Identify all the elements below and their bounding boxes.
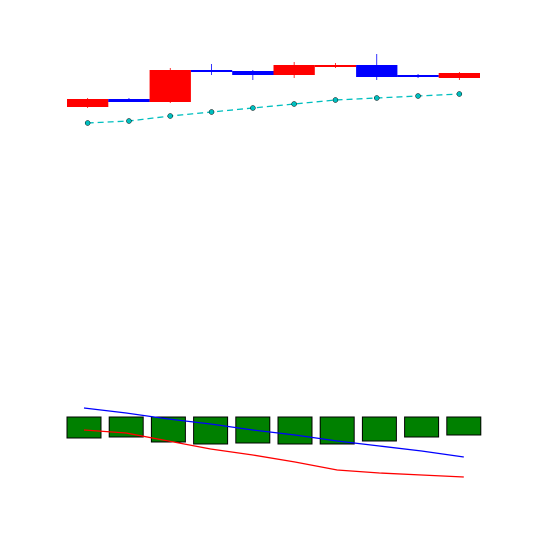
bar: [404, 416, 440, 438]
marker: [456, 91, 463, 97]
marker: [250, 105, 256, 111]
marker: [126, 118, 132, 124]
bar: [446, 416, 482, 436]
marker: [374, 95, 380, 101]
bar: [193, 416, 229, 445]
candle-body: [149, 70, 191, 102]
candle-body: [108, 99, 150, 102]
bar: [150, 416, 186, 443]
candle-body: [273, 65, 315, 75]
candle-body: [314, 65, 357, 67]
candle-body: [67, 99, 109, 107]
marker: [332, 97, 339, 103]
bar: [361, 416, 397, 442]
marker: [208, 109, 215, 115]
candle-body: [356, 65, 398, 77]
bar: [277, 416, 313, 445]
marker: [415, 93, 421, 99]
marker: [291, 101, 297, 107]
bar: [66, 416, 102, 439]
marker: [84, 120, 91, 126]
marker: [167, 113, 173, 119]
bar: [108, 416, 144, 438]
candle-body: [397, 75, 439, 77]
candle-body: [438, 73, 480, 78]
candle-body: [190, 70, 233, 72]
candle-body: [232, 71, 274, 75]
line: [83, 429, 464, 478]
line: [83, 407, 464, 458]
line: [87, 93, 460, 124]
